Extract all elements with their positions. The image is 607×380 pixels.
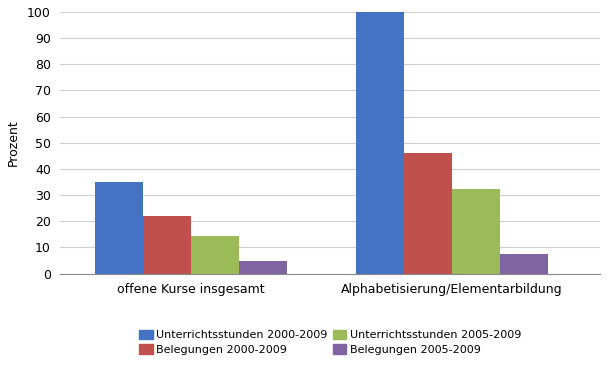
- Bar: [500, 254, 548, 274]
- Bar: [191, 236, 239, 274]
- Bar: [95, 182, 143, 274]
- Legend: Unterrichtsstunden 2000-2009, Belegungen 2000-2009, Unterrichtsstunden 2005-2009: Unterrichtsstunden 2000-2009, Belegungen…: [136, 326, 524, 358]
- Bar: [239, 261, 287, 274]
- Bar: [143, 216, 191, 274]
- Bar: [452, 188, 500, 274]
- Bar: [356, 12, 404, 274]
- Bar: [404, 153, 452, 274]
- Y-axis label: Prozent: Prozent: [7, 119, 20, 166]
